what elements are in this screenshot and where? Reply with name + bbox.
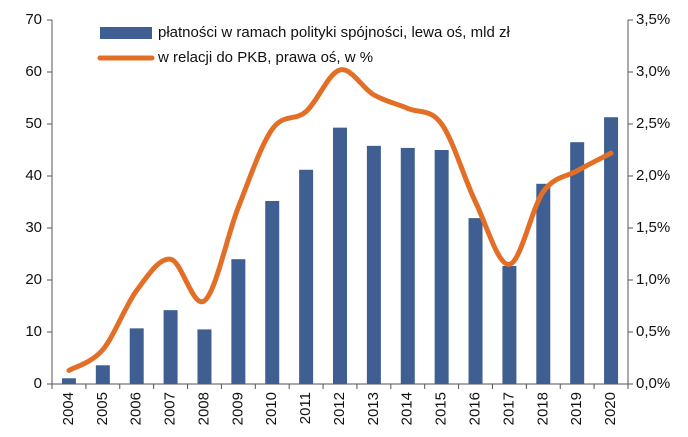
bar: [333, 127, 347, 384]
y2-tick-label: 0,5%: [636, 323, 670, 340]
line: [66, 67, 614, 373]
legend-label: płatności w ramach polityki spójności, l…: [158, 24, 510, 41]
x-tick-label: 2007: [162, 392, 179, 425]
y2-tick-label: 1,5%: [636, 219, 670, 236]
bar: [61, 378, 76, 384]
bar: [231, 259, 246, 384]
y-tick-label: 70: [25, 11, 42, 28]
bar: [299, 169, 314, 384]
bar: [265, 200, 280, 384]
bar: [163, 310, 178, 384]
bar: [434, 150, 449, 384]
x-tick-label: 2018: [534, 392, 551, 425]
x-tick-label: 2006: [128, 392, 145, 425]
x-tick-label: 2013: [365, 392, 382, 425]
x-tick-label: 2004: [60, 392, 77, 425]
y2-tick-label: 3,0%: [636, 63, 670, 80]
bar: [129, 328, 144, 384]
y2-tick-label: 2,0%: [636, 167, 670, 184]
bar: [570, 142, 585, 384]
bar: [536, 183, 551, 384]
y-tick-label: 20: [25, 271, 42, 288]
x-tick-label: 2012: [331, 392, 348, 425]
x-tick-label: 2005: [94, 392, 111, 425]
y-tick-label: 40: [25, 167, 42, 184]
bar: [197, 329, 212, 384]
y-tick-label: 30: [25, 219, 42, 236]
bar: [604, 117, 619, 385]
y2-tick-label: 2,5%: [636, 115, 670, 132]
legend-swatch: [100, 27, 152, 39]
y-tick-label: 50: [25, 115, 42, 132]
y2-tick-label: 3,5%: [636, 11, 670, 28]
bar: [400, 147, 415, 384]
x-tick-label: 2015: [433, 392, 450, 425]
y2-tick-label: 0,0%: [636, 375, 670, 392]
bar: [366, 145, 381, 384]
y-tick-label: 0: [34, 375, 42, 392]
x-tick-label: 2019: [568, 392, 585, 425]
bar: [468, 218, 483, 384]
x-tick-label: 2009: [229, 392, 246, 425]
bar: [95, 365, 110, 384]
x-tick-label: 2020: [602, 392, 619, 425]
legend-label: w relacji do PKB, prawa oś, w %: [157, 49, 373, 66]
x-tick-label: 2017: [500, 392, 517, 425]
y-tick-label: 10: [25, 323, 42, 340]
x-tick-label: 2010: [263, 392, 280, 425]
x-tick-label: 2008: [195, 392, 212, 425]
x-tick-label: 2016: [466, 392, 483, 425]
y2-tick-label: 1,0%: [636, 271, 670, 288]
x-tick-label: 2011: [297, 392, 314, 424]
x-tick-label: 2014: [399, 392, 416, 425]
bar: [502, 265, 517, 384]
y-tick-label: 60: [25, 63, 42, 80]
